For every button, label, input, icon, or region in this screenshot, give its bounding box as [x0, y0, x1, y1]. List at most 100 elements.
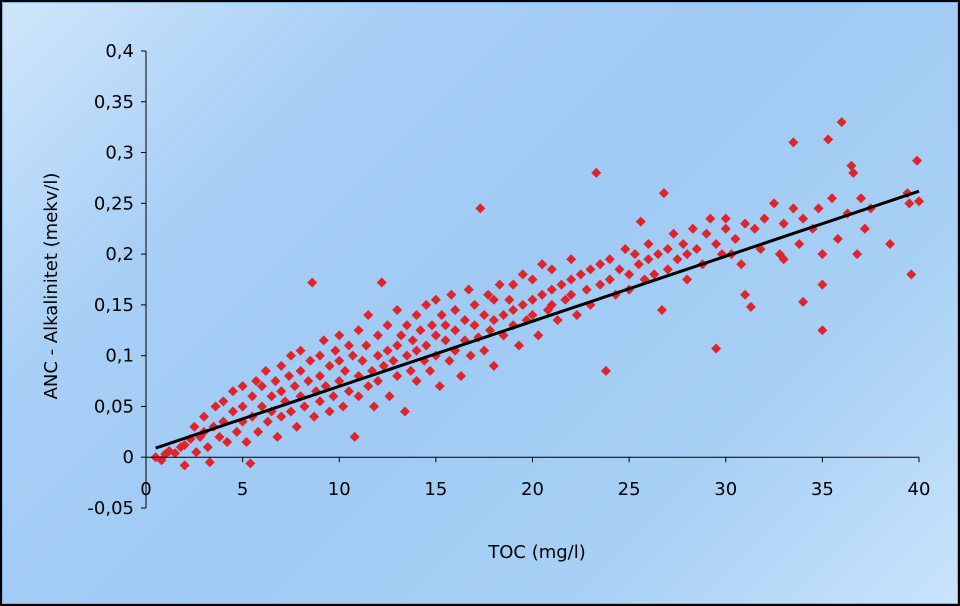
data-point	[218, 396, 229, 407]
data-point	[517, 299, 528, 310]
data-point	[314, 370, 325, 381]
data-points	[150, 117, 924, 471]
data-point	[446, 289, 457, 300]
data-point	[488, 360, 499, 371]
data-point	[517, 269, 528, 280]
data-point	[479, 310, 490, 321]
data-point	[189, 421, 200, 432]
data-point	[324, 360, 335, 371]
data-point	[340, 365, 351, 376]
data-point	[427, 320, 438, 331]
trendline	[155, 189, 920, 450]
data-point	[705, 213, 716, 224]
data-point	[484, 325, 495, 336]
data-point	[430, 330, 441, 341]
data-point	[392, 340, 403, 351]
data-point	[430, 294, 441, 305]
data-point	[455, 370, 466, 381]
data-point	[643, 254, 654, 265]
data-point	[591, 167, 602, 178]
data-point	[498, 310, 509, 321]
data-point	[817, 249, 828, 260]
data-point	[745, 301, 756, 312]
data-point	[450, 325, 461, 336]
data-point	[817, 279, 828, 290]
data-point	[720, 223, 731, 234]
data-point	[662, 244, 673, 255]
data-point	[237, 381, 248, 392]
data-point	[204, 457, 215, 468]
data-point	[604, 274, 615, 285]
data-point	[560, 294, 571, 305]
data-point	[508, 279, 519, 290]
data-point	[284, 370, 295, 381]
data-point	[575, 269, 586, 280]
data-point	[759, 213, 770, 224]
x-tick-label: 25	[618, 479, 641, 500]
data-point	[906, 269, 917, 280]
data-point	[595, 279, 606, 290]
data-point	[653, 249, 664, 260]
data-point	[527, 294, 538, 305]
data-point	[295, 365, 306, 376]
data-point	[334, 355, 345, 366]
data-point	[214, 431, 225, 442]
data-point	[668, 228, 679, 239]
data-point	[285, 350, 296, 361]
data-point	[405, 365, 416, 376]
y-tick-label: 0,35	[94, 92, 134, 113]
data-point	[388, 355, 399, 366]
data-point	[832, 233, 843, 244]
data-point	[459, 315, 470, 326]
data-point	[330, 345, 341, 356]
data-point	[848, 167, 859, 178]
data-point	[552, 315, 563, 326]
data-point	[678, 238, 689, 249]
data-point	[656, 304, 667, 315]
y-tick-label: 0,3	[105, 143, 134, 164]
data-point	[295, 345, 306, 356]
y-tick-label: 0	[123, 447, 134, 468]
data-point	[682, 274, 693, 285]
data-point	[260, 365, 271, 376]
data-point	[740, 289, 751, 300]
data-point	[314, 396, 325, 407]
data-point	[222, 436, 233, 447]
data-point	[256, 401, 267, 412]
x-tick-label: 10	[328, 479, 351, 500]
data-point	[494, 279, 505, 290]
data-point	[411, 376, 422, 387]
data-point	[392, 370, 403, 381]
data-point	[421, 299, 432, 310]
x-tick-label: 15	[424, 479, 447, 500]
data-point	[299, 401, 310, 412]
data-point	[600, 365, 611, 376]
data-point	[585, 264, 596, 275]
data-point	[730, 233, 741, 244]
data-point	[361, 340, 372, 351]
data-point	[566, 289, 577, 300]
data-point	[546, 299, 557, 310]
data-point	[662, 264, 673, 275]
data-point	[357, 355, 368, 366]
data-point	[687, 223, 698, 234]
data-point	[382, 345, 393, 356]
trendline-layer	[155, 189, 920, 450]
data-point	[846, 160, 857, 171]
data-point	[266, 391, 277, 402]
data-point	[527, 274, 538, 285]
data-point	[546, 284, 557, 295]
data-point	[363, 310, 374, 321]
data-point	[778, 254, 789, 265]
data-point	[566, 254, 577, 265]
data-point	[469, 299, 480, 310]
data-point	[463, 284, 474, 295]
data-point	[711, 238, 722, 249]
scatter-chart: -0,05 0 0,05 0,1 0,15 0,2 0,25 0,3 0,35 0,4 0 5 10 15…	[41, 41, 930, 563]
data-point	[720, 213, 731, 224]
data-point	[823, 134, 834, 145]
data-point	[658, 188, 669, 199]
data-point	[912, 155, 923, 166]
data-point	[904, 198, 915, 209]
data-point	[444, 355, 455, 366]
